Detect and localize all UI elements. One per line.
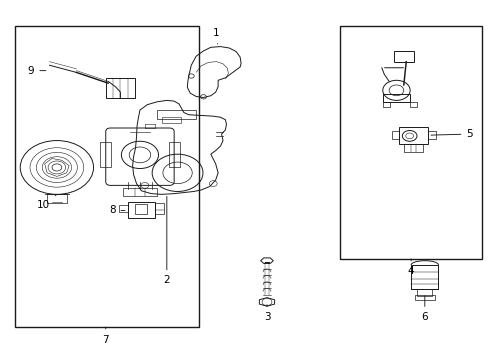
Bar: [47, 194, 67, 203]
Bar: [404, 144, 423, 152]
Bar: [106, 78, 135, 98]
Bar: [119, 205, 128, 212]
Bar: [100, 142, 111, 167]
Bar: [415, 296, 435, 300]
Text: 7: 7: [102, 327, 109, 345]
Bar: [128, 202, 155, 218]
Bar: [399, 127, 428, 144]
Bar: [155, 203, 164, 214]
Bar: [410, 102, 416, 107]
Bar: [392, 131, 399, 139]
Bar: [135, 204, 147, 214]
Text: 3: 3: [264, 305, 270, 322]
Text: 5: 5: [431, 129, 473, 139]
Text: 4: 4: [408, 259, 415, 276]
Text: 6: 6: [421, 296, 428, 322]
Bar: [417, 289, 432, 296]
Text: 9: 9: [27, 66, 46, 76]
Bar: [394, 51, 414, 62]
Text: 8: 8: [109, 206, 125, 216]
Text: 10: 10: [37, 194, 57, 210]
Bar: [123, 188, 157, 196]
Bar: [428, 131, 436, 139]
Bar: [383, 102, 390, 107]
Bar: [340, 26, 482, 259]
Bar: [383, 94, 410, 102]
Bar: [162, 117, 181, 123]
Text: 2: 2: [164, 197, 170, 285]
Bar: [15, 26, 198, 327]
Bar: [169, 142, 180, 167]
Text: 1: 1: [212, 28, 219, 44]
Bar: [157, 110, 196, 119]
Bar: [411, 265, 439, 289]
